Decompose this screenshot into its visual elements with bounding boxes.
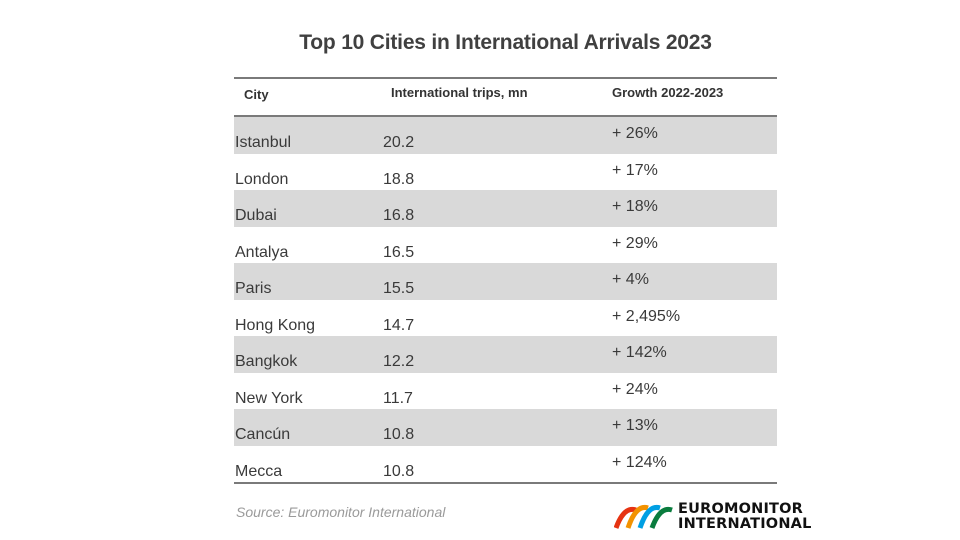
logo-arches-icon <box>613 504 673 529</box>
table-header: City International trips, mn Growth 2022… <box>234 79 777 117</box>
cell-trips: 10.8 <box>383 426 415 443</box>
cell-trips: 11.7 <box>383 389 413 407</box>
source-note: Source: Euromonitor International <box>236 504 446 520</box>
cell-trips: 16.5 <box>383 243 415 261</box>
cell-growth: + 4% <box>612 271 649 288</box>
table-row: Bangkok 12.2 + 142% <box>234 336 777 373</box>
cell-city: Mecca <box>235 462 283 480</box>
table-row: London 18.8 + 17% <box>234 154 777 191</box>
column-header-city: City <box>244 87 269 102</box>
column-header-trips: International trips, mn <box>391 85 528 100</box>
table-row: Cancún 10.8 + 13% <box>234 409 777 446</box>
cell-city: Hong Kong <box>235 316 316 334</box>
table-row: Dubai 16.8 + 18% <box>234 190 777 227</box>
table-row: Istanbul 20.2 + 26% <box>234 117 777 154</box>
cell-city: London <box>235 170 289 188</box>
chart-title: Top 10 Cities in International Arrivals … <box>299 31 712 54</box>
cell-city: Dubai <box>235 207 277 224</box>
cell-growth: + 13% <box>612 417 658 434</box>
top-rule <box>234 77 777 79</box>
table-body: Istanbul 20.2 + 26% London 18.8 + 17% Dubai 16.… <box>234 117 777 482</box>
cell-trips: 15.5 <box>383 280 415 297</box>
table-row: Antalya 16.5 + 29% <box>234 227 777 264</box>
column-header-growth: Growth 2022-2023 <box>612 85 724 100</box>
cell-growth: + 17% <box>612 161 658 179</box>
cell-trips: 12.2 <box>383 353 415 370</box>
table-row: Hong Kong 14.7 + 2,495% <box>234 300 777 337</box>
cell-trips: 16.8 <box>383 207 415 224</box>
logo-line2: INTERNATIONAL <box>678 516 812 532</box>
table-row: New York 11.7 + 24% <box>234 373 777 410</box>
cell-growth: + 124% <box>612 453 667 471</box>
cell-trips: 10.8 <box>383 462 415 480</box>
logo-line1: EUROMONITOR <box>678 501 804 517</box>
cell-growth: + 18% <box>612 198 658 215</box>
cell-city: Bangkok <box>235 353 298 370</box>
cell-city: Paris <box>235 280 272 297</box>
bottom-rule <box>234 482 777 484</box>
cell-growth: + 24% <box>612 380 658 398</box>
cell-trips: 18.8 <box>383 170 415 188</box>
data-table: City International trips, mn Growth 2022… <box>234 77 777 484</box>
cell-growth: + 142% <box>612 344 667 361</box>
cell-trips: 20.2 <box>383 134 415 151</box>
cell-trips: 14.7 <box>383 316 415 334</box>
logo-wordmark: EUROMONITOR INTERNATIONAL <box>678 502 812 532</box>
cell-city: Cancún <box>235 426 291 443</box>
cell-growth: + 2,495% <box>612 307 681 325</box>
euromonitor-logo: EUROMONITOR INTERNATIONAL <box>613 500 811 534</box>
cell-city: New York <box>235 389 303 407</box>
cell-city: Antalya <box>235 243 289 261</box>
table-row: Paris 15.5 + 4% <box>234 263 777 300</box>
cell-growth: + 29% <box>612 234 658 252</box>
table-row: Mecca 10.8 + 124% <box>234 446 777 483</box>
cell-city: Istanbul <box>235 134 292 151</box>
cell-growth: + 26% <box>612 125 658 142</box>
